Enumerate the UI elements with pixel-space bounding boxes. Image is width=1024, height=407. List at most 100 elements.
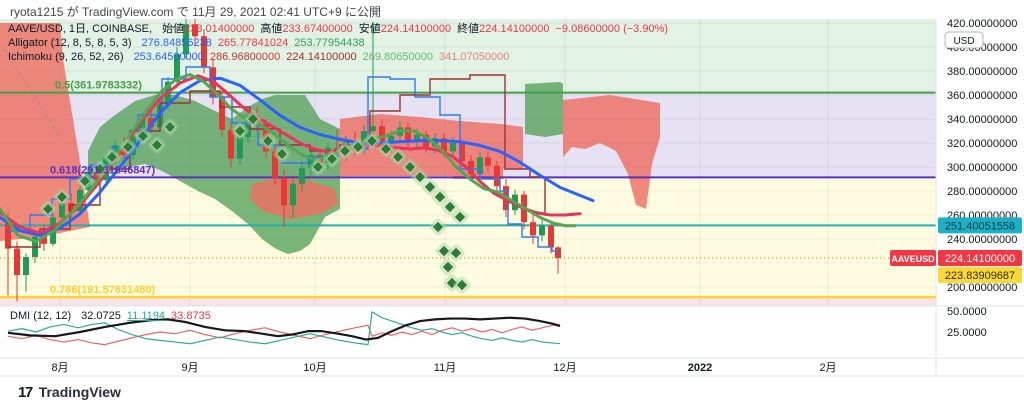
time-tick-label: 9月 — [181, 362, 198, 374]
diamond-marker-icon — [246, 112, 260, 126]
publish-text: ryota1215 が TradingView.com で 11月 29, 20… — [10, 5, 381, 19]
candle-body — [299, 168, 305, 184]
candle-body — [5, 221, 11, 249]
candle-body — [14, 248, 20, 275]
candle-body — [308, 155, 314, 169]
band — [0, 177, 936, 298]
axis-badge-label: 223.83909687 — [945, 270, 1015, 282]
dmi-tick-label: 50.0000 — [947, 306, 987, 318]
diamond-marker-icon — [443, 200, 457, 214]
candle-body — [555, 247, 561, 259]
chart-canvas[interactable]: 0.5(361.9783332) 0.618(291.31846847) 0.786… — [0, 19, 1024, 377]
diamond-marker-icon — [325, 152, 339, 166]
candle-body — [530, 222, 536, 236]
currency-chip — [944, 31, 984, 49]
time-tick-label: 11月 — [434, 362, 456, 374]
price-tick-label: 320.00000000 — [947, 138, 1017, 150]
candle-body — [405, 127, 411, 142]
diamond-marker-icon — [261, 134, 275, 148]
candle-body — [477, 157, 483, 175]
price-tick-label: 280.00000000 — [947, 186, 1017, 198]
diamond-marker-icon — [93, 162, 107, 176]
price-tick-label: 240.00000000 — [947, 234, 1017, 246]
alligator-jaw — [0, 76, 595, 237]
diamond-marker-icon — [449, 246, 463, 260]
axis-badge-label: 224.14100000 — [945, 253, 1015, 265]
diamond-marker-icon — [453, 210, 467, 224]
band — [0, 19, 936, 93]
symbol-tag-label: AAVEUSD — [891, 254, 935, 264]
candle-body — [334, 147, 340, 153]
diamond-marker-icon — [431, 220, 445, 234]
candle-body — [41, 236, 47, 244]
diamond-marker-icon — [163, 120, 177, 134]
diamond-marker-icon — [437, 244, 451, 258]
alligator-lips — [0, 73, 577, 243]
time-tick-label: 8月 — [51, 362, 68, 374]
axis-badge-label: 251.40051558 — [945, 220, 1015, 232]
price-axis[interactable]: 420.00000000400.00000000380.00000000360.… — [890, 19, 1022, 339]
footer: 17 TradingView — [0, 377, 1024, 407]
shape-markers — [39, 110, 471, 294]
diamond-marker-icon — [365, 134, 379, 148]
ichimoku-cloud-green — [525, 82, 563, 137]
price-tick-label: 300.00000000 — [947, 162, 1017, 174]
candle-body — [379, 126, 385, 143]
currency-chip-label: USD — [953, 36, 974, 47]
candle-body — [548, 225, 554, 248]
dmi-pane-bg — [0, 306, 1024, 358]
price-tick-label: 360.00000000 — [947, 90, 1017, 102]
candle-body — [139, 117, 145, 136]
fib-labels: 0.5(361.9783332) 0.618(291.31846847) 0.786… — [50, 80, 156, 296]
candle-body — [450, 143, 456, 152]
candle-body — [237, 137, 243, 159]
tradingview-brand[interactable]: TradingView — [38, 384, 121, 400]
price-tick-label: 420.00000000 — [947, 19, 1017, 30]
price-tick-label: 380.00000000 — [947, 66, 1017, 78]
dmi-tick-label: 25.0000 — [947, 327, 987, 339]
diamond-marker-icon — [136, 129, 150, 143]
candle-body — [130, 135, 136, 155]
price-tick-label: 340.00000000 — [947, 114, 1017, 126]
candle-body — [183, 24, 189, 55]
ichimoku-cloud-red — [0, 23, 90, 241]
diamond-marker-icon — [311, 160, 325, 174]
diamond-marker-icon — [78, 174, 92, 188]
candle-body — [281, 177, 287, 206]
diamond-marker-icon — [445, 276, 459, 290]
diamond-marker-icon — [423, 180, 437, 194]
diamond-marker-icon — [105, 150, 119, 164]
candle-body — [414, 134, 420, 142]
diamond-marker-icon — [413, 170, 427, 184]
time-axis[interactable]: 8月 9月 10月 11月 12月 2022 2月 — [51, 362, 836, 374]
candle-body — [245, 115, 251, 137]
diamond-marker-icon — [41, 202, 55, 216]
tradingview-logo-icon[interactable]: 17 — [18, 383, 33, 401]
candle-body — [290, 183, 296, 206]
candle-body — [441, 138, 447, 152]
publish-bar: ryota1215 が TradingView.com で 11月 29, 20… — [0, 0, 1024, 19]
diamond-marker-icon — [441, 260, 455, 274]
diamond-marker-icon — [455, 278, 469, 292]
diamond-marker-icon — [55, 190, 69, 204]
candle-body — [192, 24, 198, 37]
candle-body — [494, 165, 500, 187]
candle-body — [370, 126, 376, 131]
diamond-marker-icon — [275, 147, 289, 161]
candle-body — [121, 145, 127, 155]
axis-badge-yellow-level — [938, 267, 1022, 284]
fib-label: 0.786(191.57631480) — [50, 284, 156, 296]
alligator-lines — [0, 73, 595, 243]
candle-body — [174, 54, 180, 82]
candle-body — [59, 203, 65, 218]
fib-lines — [0, 91, 936, 299]
dmi-pane — [7, 311, 561, 346]
band — [0, 297, 936, 306]
time-axis-bg — [0, 358, 1024, 376]
time-tick-label: 2月 — [819, 362, 836, 374]
candle-body — [219, 97, 225, 130]
candle-body — [68, 203, 74, 212]
price-tick-label: 200.00000000 — [947, 282, 1017, 294]
candle-body — [112, 145, 118, 158]
